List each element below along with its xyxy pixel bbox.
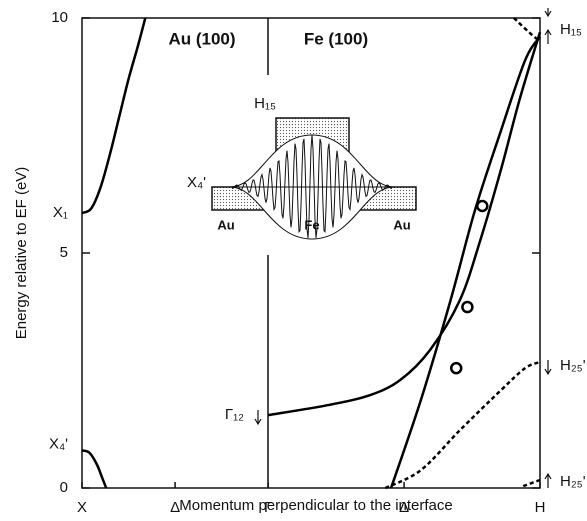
inset-label: Fe: [304, 217, 319, 232]
arrow-head: [544, 368, 552, 376]
y-tick-label: 10: [51, 9, 68, 26]
arrow-head: [544, 10, 552, 18]
x-tick-label: Γ: [264, 499, 272, 516]
x-tick-label: X: [77, 499, 87, 516]
y-tick-label: 0: [60, 479, 68, 496]
y-tick-label: 5: [60, 244, 68, 261]
annotation: H₂₅': [560, 473, 586, 490]
band-line: [81, 449, 108, 489]
inset-wave: [231, 134, 393, 239]
band-line: [81, 17, 147, 215]
inset-label: Au: [217, 217, 234, 232]
data-point: [449, 361, 463, 375]
annotation: Fe (100): [304, 29, 368, 48]
x-tick-label: H: [535, 499, 546, 516]
band-line: [513, 17, 541, 43]
annotation: H₁₅: [560, 21, 582, 38]
inset-label: H₁₅: [254, 95, 276, 112]
data-point: [476, 199, 489, 213]
band-line: [522, 478, 541, 488]
inset: [211, 117, 417, 240]
annotation: H₂₅': [560, 357, 586, 374]
arrow-head: [544, 472, 552, 480]
y-axis-label: Energy relative to EF (eV): [13, 167, 30, 340]
x-axis-label: Momentum perpendicular to the interface: [179, 497, 452, 514]
band-line: [267, 31, 542, 417]
annotation: X₄': [49, 435, 68, 452]
inset-envelope: [229, 186, 395, 240]
band-line: [384, 360, 541, 490]
inset-label: Au: [393, 217, 410, 232]
annotation: X₁: [53, 204, 68, 221]
arrow-head: [254, 418, 262, 426]
arrow-head: [544, 28, 552, 36]
x-tick-label: Δ: [170, 499, 180, 516]
data-point: [461, 300, 474, 314]
annotation: Au (100): [168, 29, 235, 48]
inset-label: X₄': [187, 174, 206, 191]
band-line: [389, 36, 542, 489]
x-tick-label: Δ: [399, 499, 409, 516]
inset-envelope: [229, 134, 395, 188]
annotation: Γ₁₂: [225, 406, 244, 423]
